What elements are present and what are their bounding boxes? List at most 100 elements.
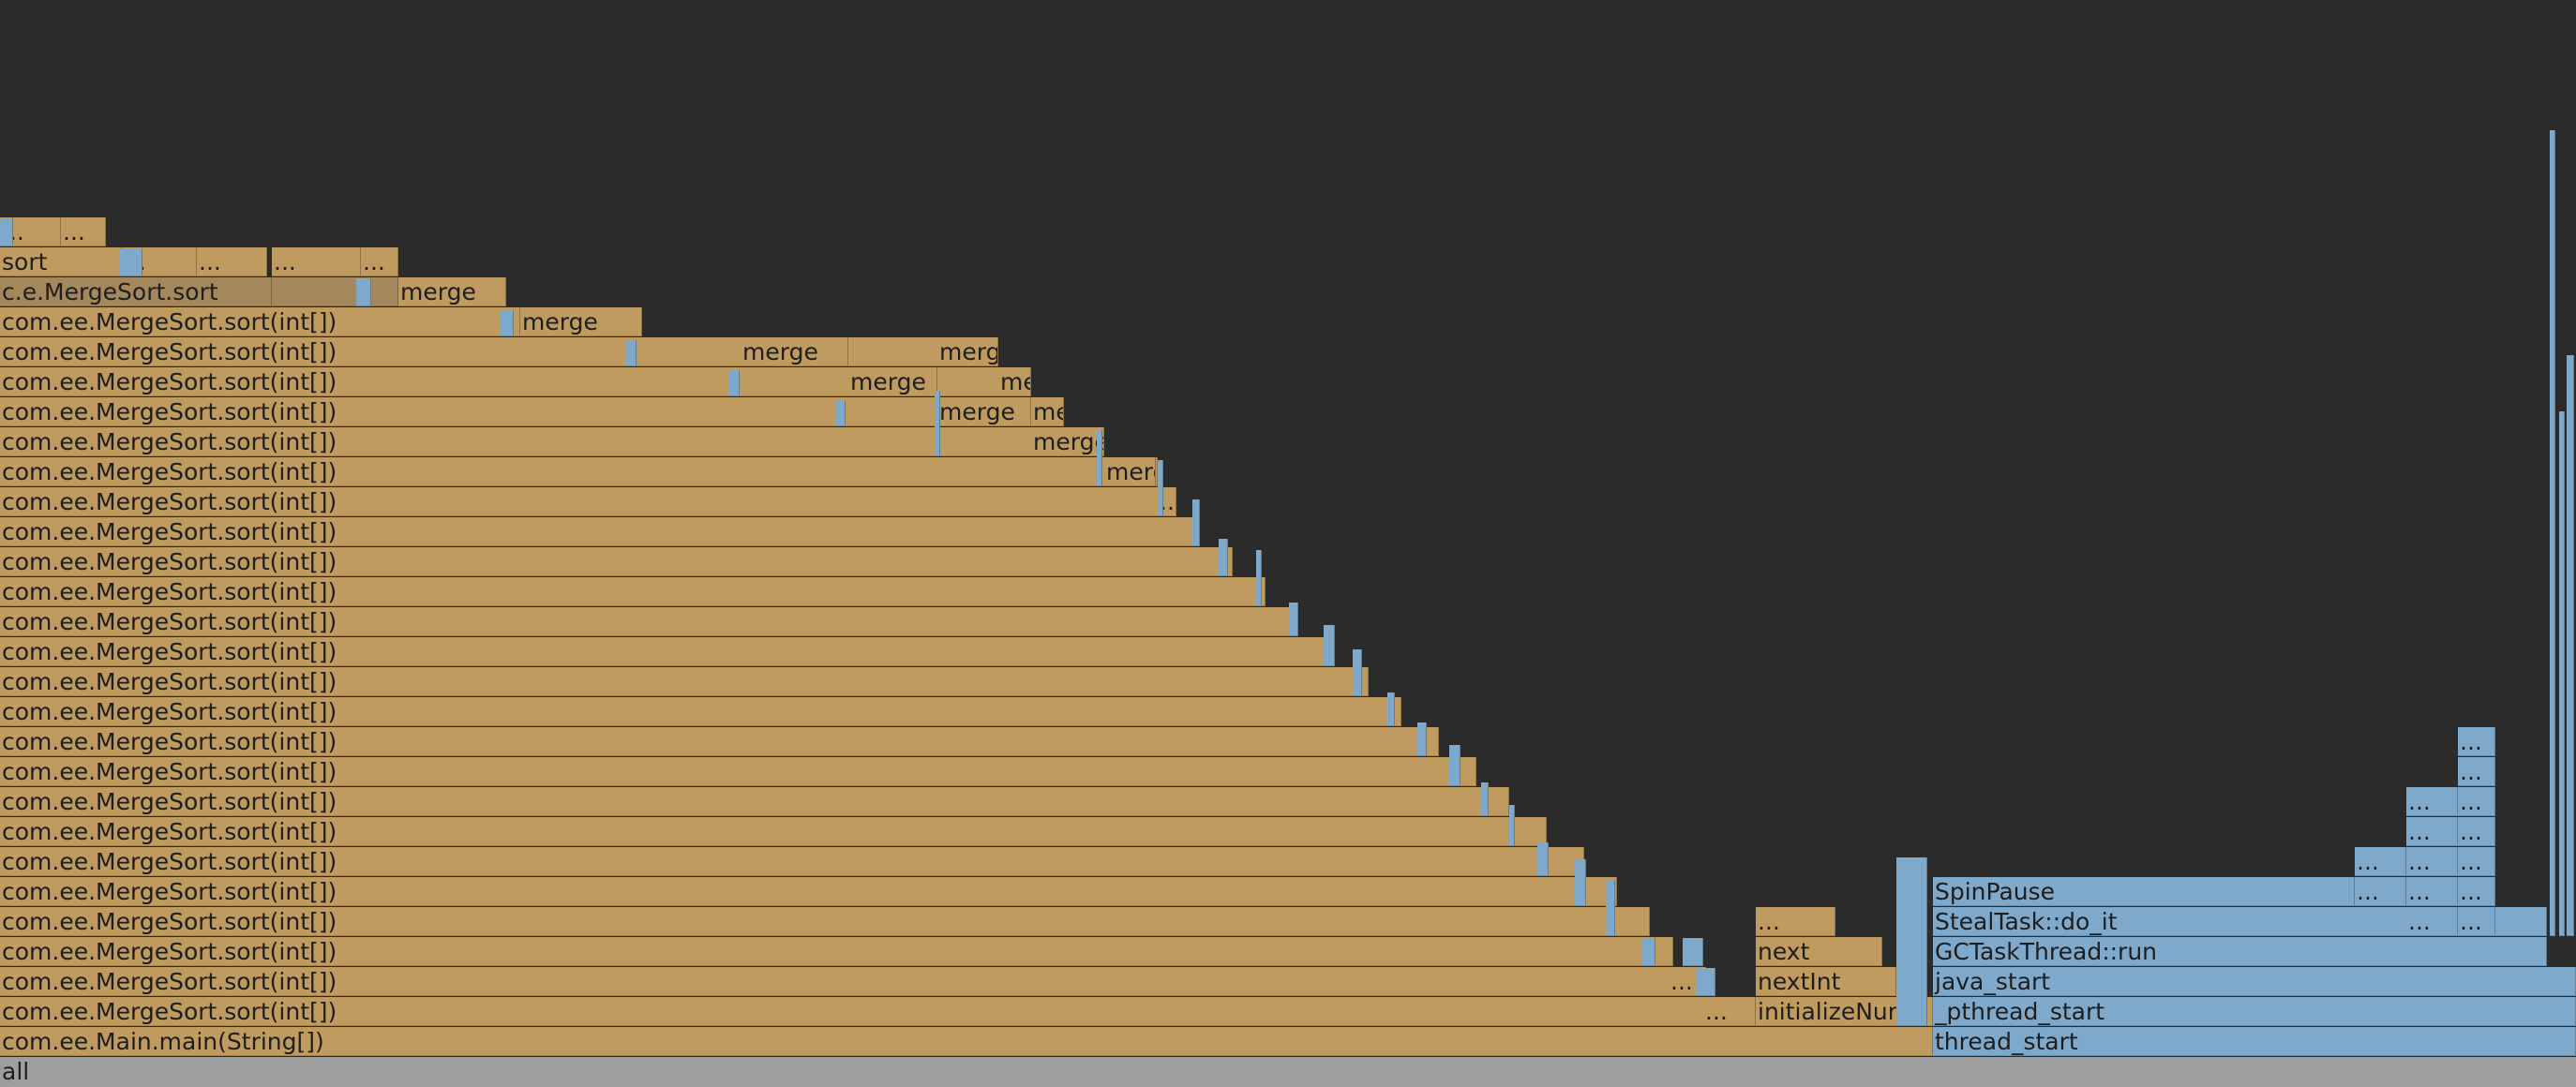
frame-mergesort-sort[interactable]: com.ee.MergeSort.sort(int[]) [0, 697, 1401, 726]
frame-merge[interactable]: merge [848, 367, 937, 396]
frame-mergesort-sort[interactable]: com.ee.MergeSort.sort(int[]) [0, 757, 1476, 786]
frame-mergesort-sort[interactable]: com.ee.MergeSort.sort(int[]) [0, 937, 1669, 966]
frame-helper[interactable] [1509, 817, 1547, 846]
frame-mergesort-sort[interactable]: com.ee.MergeSort.sort(int[]) [0, 607, 1298, 636]
native-frame-spike[interactable] [356, 278, 371, 306]
frame-merge[interactable]: merge [520, 307, 642, 336]
native-frame-spike[interactable] [1509, 805, 1515, 846]
frame-native-ellipsis[interactable]: ... [2355, 877, 2406, 906]
frame-mergesort-sort[interactable]: com.ee.MergeSort.sort(int[]) [0, 787, 1509, 816]
native-frame-spike[interactable] [1606, 880, 1615, 936]
frame-mergesort-sort[interactable]: com.ee.MergeSort.sort(int[]) [0, 457, 1158, 486]
native-frame-tall-spike[interactable] [2559, 411, 2565, 936]
frame-mergesort-sort[interactable]: c.e.MergeSort.sort [0, 277, 272, 306]
frame-mergesort-sort[interactable]: com.ee.MergeSort.sort(int[]) [0, 307, 520, 336]
native-frame-spike[interactable] [935, 391, 940, 456]
frame-helper[interactable]: ... [1703, 997, 1756, 1026]
native-frame-spike[interactable] [1097, 430, 1102, 486]
frame-mergesort-sort[interactable]: com.ee.MergeSort.sort(int[]) [0, 397, 1064, 426]
frame-merge[interactable]: merge [998, 367, 1031, 396]
frame-helper[interactable]: ... [197, 247, 267, 276]
frame-helper[interactable]: ... [272, 247, 361, 276]
frame-mergesort-sort[interactable]: com.ee.MergeSort.sort(int[]) [0, 967, 1703, 996]
native-frame-spike[interactable] [1896, 857, 1927, 1026]
frame-mergesort-sort[interactable]: com.ee.MergeSort.sort(int[]) [0, 547, 1233, 576]
frame-mergesort-sort[interactable]: com.ee.MergeSort.sort(int[]) [0, 517, 1200, 546]
frame-mergesort-sort[interactable]: com.ee.MergeSort.sort(int[]) [0, 667, 1369, 696]
frame-gctask-run[interactable]: GCTaskThread::run [1933, 937, 2547, 966]
frame-mergesort-sort[interactable]: com.ee.MergeSort.sort(int[]) [0, 817, 1547, 846]
frame-mergesort-sort[interactable]: com.ee.MergeSort.sort(int[]) [0, 877, 1617, 906]
native-frame-spike[interactable] [1192, 499, 1200, 546]
frame-sort[interactable]: sort [0, 247, 122, 276]
native-frame-spike[interactable] [1449, 745, 1460, 786]
root-frame-all[interactable]: all [0, 1057, 2576, 1087]
frame-next[interactable]: next [1756, 937, 1882, 966]
native-frame-spike[interactable] [1219, 539, 1228, 576]
frame-native-ellipsis[interactable]: ... [2406, 907, 2458, 936]
frame-helper[interactable] [1369, 697, 1401, 726]
frame-native-ellipsis[interactable]: ... [2406, 877, 2458, 906]
frame-merge[interactable]: merge [1104, 457, 1156, 486]
frame-thread-start[interactable]: thread_start [1933, 1027, 2576, 1056]
frame-native-ellipsis[interactable]: ... [2406, 787, 2458, 816]
native-frame-spike[interactable] [1256, 550, 1262, 606]
frame-mergesort-sort[interactable]: com.ee.MergeSort.sort(int[]) [0, 997, 1756, 1026]
native-frame-spike[interactable] [625, 340, 637, 366]
native-frame-spike[interactable] [1683, 938, 1703, 966]
frame-merge[interactable]: merge [937, 337, 998, 366]
frame-native-ellipsis[interactable]: ... [2458, 907, 2495, 936]
frame-merge[interactable]: merge [1031, 397, 1064, 426]
frame-native-ellipsis[interactable]: ... [2355, 847, 2406, 876]
native-frame-spike[interactable] [1324, 625, 1335, 666]
native-frame-spike[interactable] [728, 370, 740, 396]
frame-helper[interactable]: ... [361, 247, 398, 276]
native-frame-spike[interactable] [1387, 692, 1395, 726]
frame-merge[interactable]: merge [937, 397, 1031, 426]
frame-mergesort-sort[interactable]: com.ee.MergeSort.sort(int[]) [0, 847, 1584, 876]
native-frame-spike[interactable] [0, 218, 13, 246]
native-frame-spike[interactable] [1158, 460, 1163, 516]
native-frame-tall-spike[interactable] [2550, 130, 2555, 936]
native-frame-spike[interactable] [1417, 722, 1427, 756]
frame-spinpause[interactable]: SpinPause [1933, 877, 2355, 906]
native-frame-spike[interactable] [501, 310, 514, 336]
frame-mergesort-sort[interactable]: com.ee.MergeSort.sort(int[]) [0, 907, 1650, 936]
frame-mergesort-sort[interactable]: com.ee.MergeSort.sort(int[]) [0, 487, 1176, 516]
frame-native-ellipsis[interactable]: ... [2406, 817, 2458, 846]
frame-native-ellipsis[interactable]: ... [2406, 847, 2458, 876]
frame-helper[interactable] [1617, 907, 1650, 936]
frame-merge[interactable]: merge [398, 277, 506, 306]
frame-mergesort-sort[interactable]: com.ee.MergeSort.sort(int[]) [0, 727, 1439, 756]
frame-pthread-start[interactable]: _pthread_start [1933, 997, 2576, 1026]
frame-ellipsis[interactable]: ... [1756, 907, 1835, 936]
frame-java-start[interactable]: java_start [1933, 967, 2576, 996]
native-frame-spike[interactable] [1697, 968, 1715, 996]
native-frame-spike[interactable] [119, 248, 142, 276]
frame-mergesort-sort[interactable]: com.ee.MergeSort.sort(int[]) [0, 427, 1104, 456]
frame-helper[interactable] [1331, 667, 1369, 696]
frame-merge[interactable]: merge [1031, 427, 1104, 456]
frame-mergesort-sort[interactable]: com.ee.MergeSort.sort(int[]) [0, 577, 1266, 606]
frame-mergesort-sort[interactable]: com.ee.MergeSort.sort(int[]) [0, 337, 998, 366]
frame-merge[interactable]: merge [741, 337, 848, 366]
native-frame-tall-spike[interactable] [2567, 355, 2574, 936]
native-frame-spike[interactable] [1353, 649, 1362, 696]
native-frame-spike[interactable] [1575, 859, 1586, 906]
frame-main[interactable]: com.ee.Main.main(String[]) [0, 1027, 1933, 1056]
native-frame-spike[interactable] [1642, 938, 1655, 966]
native-frame-spike[interactable] [1537, 842, 1549, 876]
frame-native-ellipsis[interactable]: ... [2458, 727, 2495, 756]
frame-native-ellipsis[interactable]: ... [2458, 877, 2495, 906]
native-frame-spike[interactable] [836, 400, 846, 426]
native-frame-spike[interactable] [1289, 603, 1298, 636]
native-frame-spike[interactable] [1481, 782, 1489, 816]
frame-native-ellipsis[interactable]: ... [2458, 817, 2495, 846]
frame-native-ellipsis[interactable]: ... [2458, 787, 2495, 816]
frame-mergesort-sort[interactable]: com.ee.MergeSort.sort(int[]) [0, 637, 1331, 666]
frame-helper[interactable]: ... [61, 217, 106, 246]
frame-native-ellipsis[interactable]: ... [2458, 757, 2495, 786]
frame-next-int[interactable]: nextInt [1756, 967, 1896, 996]
frame-native-ellipsis[interactable]: ... [2458, 847, 2495, 876]
